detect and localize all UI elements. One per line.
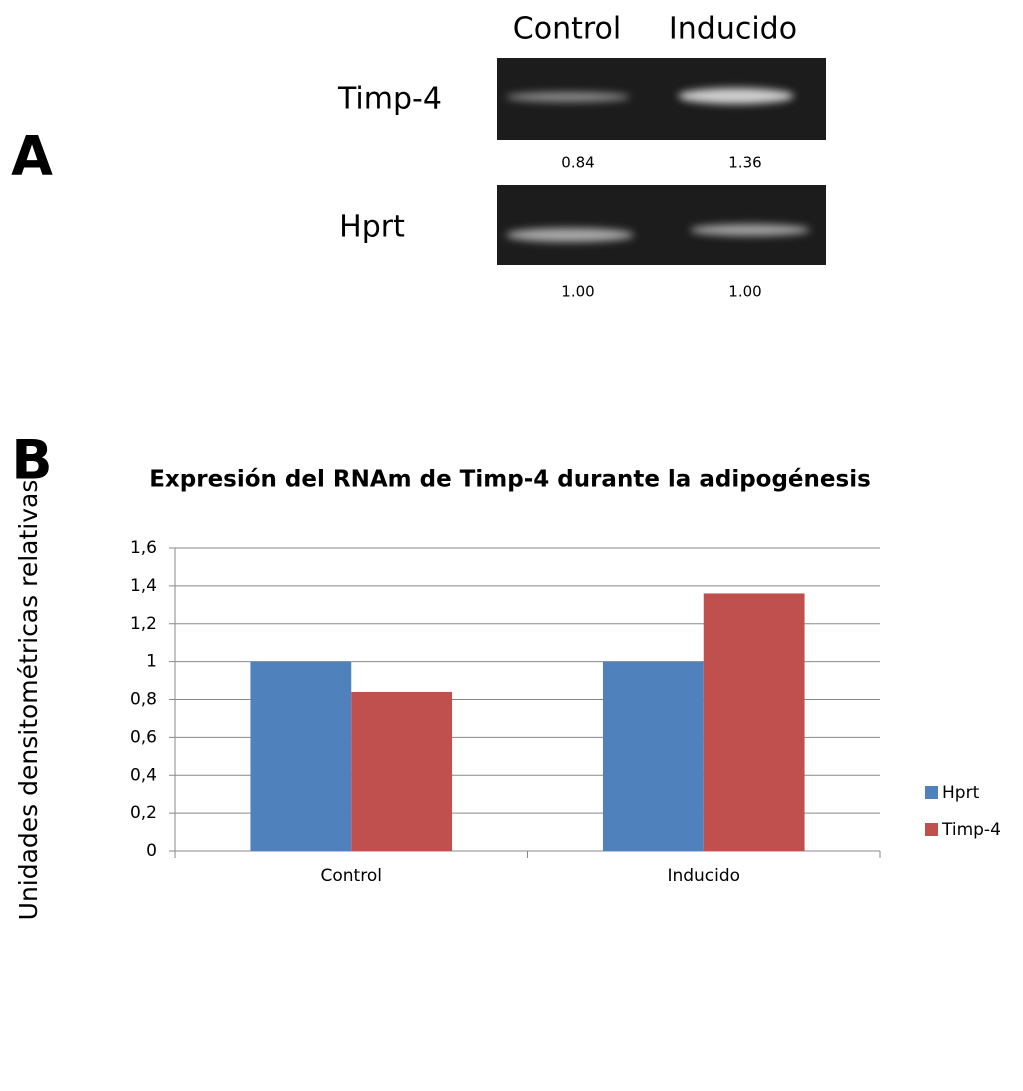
gel-row-label: Timp-4 (337, 82, 442, 117)
chart-title: Expresión del RNAm de Timp-4 durante la … (149, 467, 871, 493)
legend-swatch (925, 786, 938, 799)
gel-column-label: Control (513, 12, 621, 47)
y-tick-label: 0,4 (130, 765, 157, 785)
figure: A B Control Inducido Timp-4 Hprt 0.84 1.… (0, 0, 1023, 1091)
gel-column-label: Inducido (669, 12, 797, 47)
gel-band (506, 92, 630, 102)
gel-value: 1.00 (561, 283, 594, 301)
y-tick-label: 0,2 (130, 803, 157, 823)
bar (603, 662, 704, 851)
bar (351, 692, 452, 851)
y-tick-label: 1,4 (130, 576, 157, 596)
y-tick-label: 1,6 (130, 538, 157, 558)
y-tick-label: 0,6 (130, 727, 157, 747)
legend-label: Hprt (942, 783, 980, 803)
y-tick-label: 1,2 (130, 614, 157, 634)
legend-swatch (925, 823, 938, 836)
gel-value: 1.36 (728, 154, 761, 172)
gel-band (678, 88, 794, 104)
panel-label: A (11, 125, 53, 188)
gel-row-label: Hprt (339, 210, 405, 245)
y-tick-label: 0,8 (130, 690, 157, 710)
legend-label: Timp-4 (941, 820, 1001, 840)
y-tick-label: 1 (146, 652, 157, 672)
y-axis-title: Unidades densitométricas relativas (14, 480, 43, 921)
x-tick-label: Inducido (667, 866, 740, 886)
x-tick-label: Control (321, 866, 382, 886)
gel-value: 0.84 (561, 154, 594, 172)
y-tick-label: 0 (146, 841, 157, 861)
bar (250, 662, 351, 851)
gel-band (506, 228, 634, 242)
gel-band (690, 224, 810, 236)
bar (704, 593, 805, 851)
gel-value: 1.00 (728, 283, 761, 301)
